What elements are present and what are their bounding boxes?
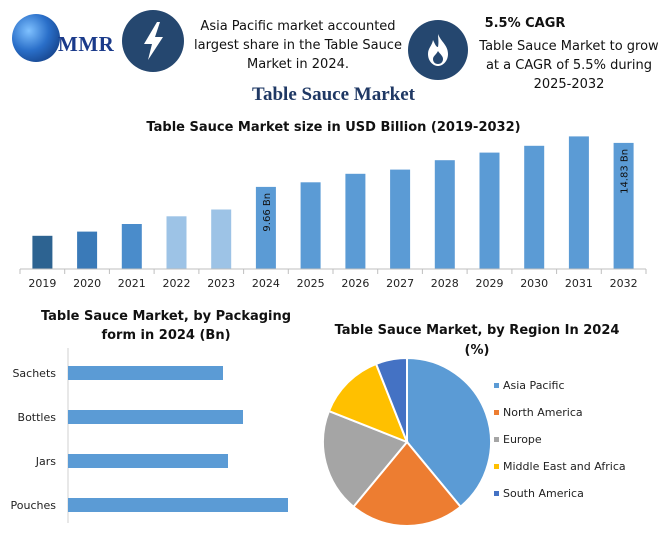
lightning-icon <box>122 10 184 72</box>
bar-2021 <box>121 224 142 269</box>
bar-2031 <box>568 136 589 269</box>
tick-label-2020: 2020 <box>73 277 101 290</box>
hbar-bottles <box>68 410 243 424</box>
bar-2029 <box>479 152 500 269</box>
legend-label-north-america: North America <box>503 406 583 419</box>
tick-label-2030: 2030 <box>520 277 548 290</box>
bar-2032 <box>613 142 634 269</box>
packaging-chart-title: Table Sauce Market, by Packaging form in… <box>40 309 292 343</box>
tick-label-2024: 2024 <box>252 277 280 290</box>
bar-2020 <box>77 231 98 269</box>
cagr-title: 5.5% CAGR <box>484 16 566 31</box>
legend-label-europe: Europe <box>503 433 542 446</box>
pie-slice-europe <box>322 409 409 509</box>
bar-2024 <box>255 186 276 269</box>
bar-2028 <box>434 160 455 269</box>
bar-2027 <box>390 169 411 269</box>
info-asia-pacific: Asia Pacific market accounted largest sh… <box>194 19 402 72</box>
tick-label-2029: 2029 <box>476 277 504 290</box>
tick-label-2026: 2026 <box>341 277 369 290</box>
category-label-jars: Jars <box>35 455 57 468</box>
tick-label-2027: 2027 <box>386 277 414 290</box>
pie-slice-asia-pacific <box>406 356 492 509</box>
tick-label-2022: 2022 <box>163 277 191 290</box>
market-size-bar-chart: 2019 2020 2021 2022 2023 2024 2025 2026 2027 2028… <box>19 136 647 290</box>
bar-2022 <box>166 216 187 269</box>
pie-slice-south-america <box>374 356 408 443</box>
legend-swatch-middle-east-and-africa <box>494 464 499 469</box>
tick-label-2032: 2032 <box>610 277 638 290</box>
category-label-pouches: Pouches <box>11 499 57 512</box>
logo-text: MMR <box>58 32 115 56</box>
legend-label-asia-pacific: Asia Pacific <box>503 379 565 392</box>
bar-chart-title: Table Sauce Market size in USD Billion (… <box>146 120 521 135</box>
flame-icon <box>408 20 468 80</box>
category-label-sachets: Sachets <box>12 367 56 380</box>
bar-2025 <box>300 182 321 269</box>
tick-label-2028: 2028 <box>431 277 459 290</box>
bar-2023 <box>211 209 232 269</box>
data-label-2032: 14.83 Bn <box>620 149 631 194</box>
legend-swatch-europe <box>494 437 499 442</box>
cagr-text: Table Sauce Market to grow at a CAGR of … <box>479 39 659 92</box>
tick-label-2019: 2019 <box>28 277 56 290</box>
tick-label-2031: 2031 <box>565 277 593 290</box>
packaging-bar-chart: Sachets Bottles Jars Pouches <box>11 348 288 523</box>
category-label-bottles: Bottles <box>18 411 57 424</box>
globe-logo-icon <box>12 14 60 62</box>
region-chart-title: Table Sauce Market, by Region In 2024 (%… <box>334 323 620 358</box>
legend-label-south-america: South America <box>503 487 584 500</box>
pie-slice-middle-east-and-africa <box>327 362 409 444</box>
legend-swatch-asia-pacific <box>494 383 499 388</box>
data-label-2024: 9.66 Bn <box>262 193 273 232</box>
tick-label-2025: 2025 <box>297 277 325 290</box>
bar-2026 <box>345 173 366 269</box>
page-title: Table Sauce Market <box>252 84 415 105</box>
legend-swatch-north-america <box>494 410 499 415</box>
hbar-sachets <box>68 366 223 380</box>
legend-swatch-south-america <box>494 491 499 496</box>
hbar-jars <box>68 454 228 468</box>
legend-label-middle-east-and-africa: Middle East and Africa <box>503 460 626 473</box>
bar-2030 <box>524 145 545 270</box>
tick-label-2023: 2023 <box>207 277 235 290</box>
bar-2019 <box>32 235 53 269</box>
hbar-pouches <box>68 498 288 512</box>
pie-slice-north-america <box>352 440 462 527</box>
region-pie-chart: Asia Pacific North America Europe Middle Ea… <box>322 356 626 527</box>
tick-label-2021: 2021 <box>118 277 146 290</box>
